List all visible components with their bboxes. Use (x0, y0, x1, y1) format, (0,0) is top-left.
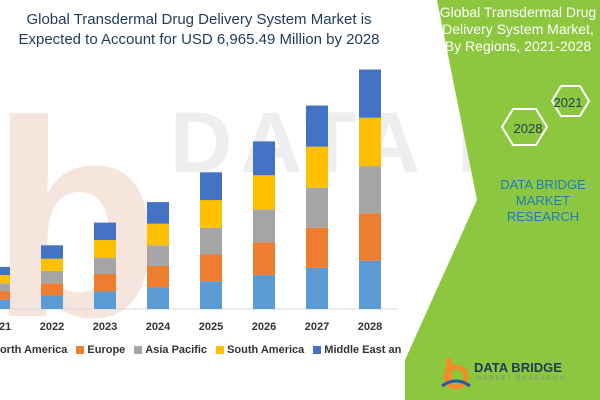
hexagon-2028-label: 2028 (513, 121, 543, 136)
bar-segment-2028-north-america (359, 260, 381, 309)
logo-name: DATA BRIDGE (474, 360, 562, 375)
bar-segment-2024-north-america (147, 287, 169, 309)
bar-segment-2021-north-america (0, 299, 10, 309)
bar-segment-2025-middle-east-and-africa (200, 172, 222, 201)
bar-segment-2027-asia-pacific (306, 187, 328, 228)
legend-item-europe: Europe (76, 344, 125, 356)
bar-segment-2028-middle-east-and-africa (359, 69, 381, 118)
company-logo: DATA BRIDGE MARKET RESEARCH (440, 354, 600, 394)
legend-swatch (134, 346, 143, 354)
bar-segment-2026-middle-east-and-africa (253, 141, 275, 176)
legend-swatch (216, 346, 225, 354)
legend-item-south-america: South America (216, 344, 304, 356)
data-bridge-logo-icon (441, 358, 471, 390)
bar-segment-2028-south-america (359, 117, 381, 167)
bar-segment-2026-europe (253, 242, 275, 276)
side-panel-brand: DATA BRIDGE MARKET RESEARCH (500, 177, 586, 224)
bar-segment-2027-middle-east-and-africa (306, 105, 328, 147)
stacked-bar-chart: 2021 2022 2023 2024 2025 2026 2027 2028 (0, 69, 398, 333)
bar-segment-2028-asia-pacific (359, 166, 381, 214)
bar-segment-2025-asia-pacific (200, 227, 222, 255)
bar-segment-2025-south-america (200, 200, 222, 228)
bar-segment-2027-south-america (306, 146, 328, 188)
bar-segment-2026-north-america (253, 275, 275, 309)
bar-segment-2021-europe (0, 291, 10, 300)
bar-segment-2022-north-america (41, 295, 63, 309)
bar-segment-2025-north-america (200, 281, 222, 309)
bar-segment-2026-asia-pacific (253, 209, 275, 243)
x-tick-label-2028: 2028 (358, 321, 382, 333)
bar-segment-2023-europe (94, 274, 116, 292)
hexagon-2028-outline (500, 108, 549, 146)
side-panel-background (405, 0, 600, 400)
legend-label: South America (227, 344, 305, 356)
legend-item-middle-east-and-africa: Middle East and Africa (313, 344, 401, 356)
bar-segment-2027-europe (306, 227, 328, 268)
bar-segment-2023-asia-pacific (94, 257, 116, 274)
x-tick-label-2025: 2025 (199, 321, 223, 333)
bar-segment-2025-europe (200, 254, 222, 282)
x-tick-label-2023: 2023 (93, 321, 117, 333)
chart-legend: North America Europe Asia Pacific South Ame… (0, 342, 401, 358)
legend-swatch (76, 346, 85, 354)
bar-segment-2022-europe (41, 283, 63, 296)
bar-segment-2023-north-america (94, 291, 116, 309)
legend-label: North America (0, 344, 68, 356)
bar-segment-2026-south-america (253, 175, 275, 210)
legend-label: Asia Pacific (145, 344, 208, 356)
bar-segment-2023-south-america (94, 240, 116, 258)
bar-segment-2027-north-america (306, 267, 328, 309)
side-panel-title: Global Transdermal Drug Delivery System … (439, 4, 597, 54)
hexagon-2021-label: 2021 (553, 95, 583, 110)
bar-segment-2022-asia-pacific (41, 271, 63, 284)
bar-segment-2024-south-america (147, 223, 169, 246)
legend-item-asia-pacific: Asia Pacific (134, 344, 207, 356)
bar-segment-2024-middle-east-and-africa (147, 202, 169, 224)
bar-segment-2021-south-america (0, 275, 10, 284)
x-tick-label-2024: 2024 (146, 321, 171, 333)
side-panel: Global Transdermal Drug Delivery System … (405, 0, 600, 400)
bar-segment-2024-asia-pacific (147, 245, 169, 266)
x-tick-label-2022: 2022 (40, 321, 64, 333)
bar-segment-2022-south-america (41, 258, 63, 271)
bar-segment-2021-middle-east-and-africa (0, 266, 10, 276)
bar-segment-2024-europe (147, 265, 169, 288)
bar-segment-2023-middle-east-and-africa (94, 222, 116, 241)
bar-segment-2022-middle-east-and-africa (41, 245, 63, 259)
x-tick-label-2027: 2027 (305, 321, 329, 333)
bar-segment-2021-asia-pacific (0, 283, 10, 292)
legend-swatch (313, 346, 322, 354)
x-tick-label-2026: 2026 (252, 321, 276, 333)
x-tick-label-2021: 2021 (0, 321, 11, 333)
chart-title: Global Transdermal Drug Delivery System … (18, 11, 380, 48)
legend-label: Middle East and Africa (324, 344, 401, 356)
legend-label: Europe (87, 344, 126, 356)
bar-segment-2028-europe (359, 213, 381, 261)
legend-item-north-america: North America (0, 344, 67, 356)
hexagon-2021-outline (550, 85, 591, 117)
logo-subtitle: MARKET RESEARCH (476, 376, 566, 382)
